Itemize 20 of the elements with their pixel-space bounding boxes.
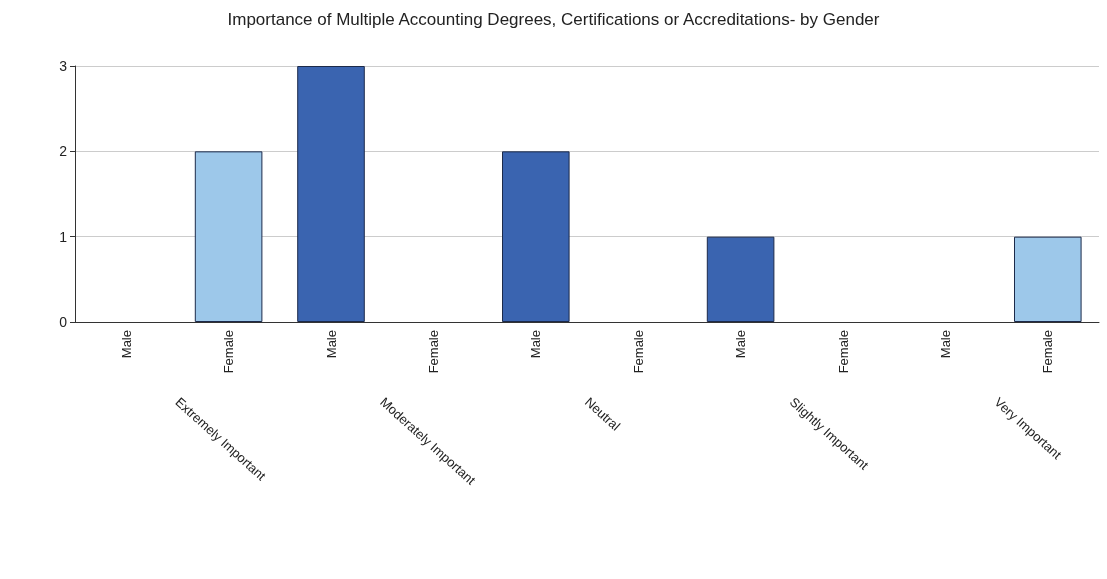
text: Female xyxy=(1040,330,1056,374)
y-tick-label: 3 xyxy=(59,58,68,74)
text: Female xyxy=(221,330,237,374)
bar xyxy=(502,151,570,322)
text: Female xyxy=(630,330,646,374)
text: Male xyxy=(733,330,749,359)
text: Male xyxy=(937,330,953,359)
bar xyxy=(1014,236,1082,322)
chart-title: Importance of Multiple Accounting Degrees, Certifications or Accreditations- by Gender xyxy=(227,10,880,29)
y-tick-label: 1 xyxy=(59,228,68,245)
bar xyxy=(297,66,365,322)
text: Male xyxy=(118,330,134,359)
y-tick-label: 0 xyxy=(59,314,68,330)
text: Male xyxy=(528,330,544,359)
text: Female xyxy=(425,330,441,374)
bar xyxy=(706,236,775,322)
bar xyxy=(194,151,263,322)
text: Male xyxy=(323,330,339,359)
y-tick-label: 2 xyxy=(59,143,68,160)
text: Female xyxy=(835,330,851,374)
